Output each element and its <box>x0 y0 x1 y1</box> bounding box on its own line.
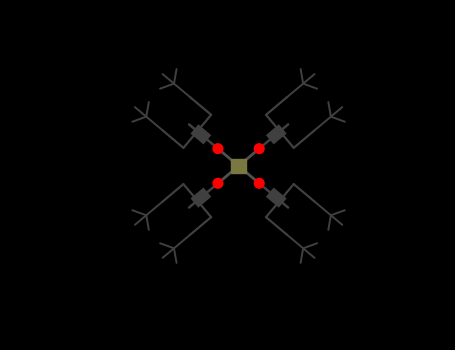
Polygon shape <box>191 124 211 145</box>
Bar <box>231 159 246 173</box>
Polygon shape <box>266 124 287 145</box>
Circle shape <box>254 144 264 154</box>
Circle shape <box>213 144 223 154</box>
Polygon shape <box>266 188 287 208</box>
Polygon shape <box>191 188 211 208</box>
Circle shape <box>213 178 223 188</box>
Circle shape <box>254 178 264 188</box>
